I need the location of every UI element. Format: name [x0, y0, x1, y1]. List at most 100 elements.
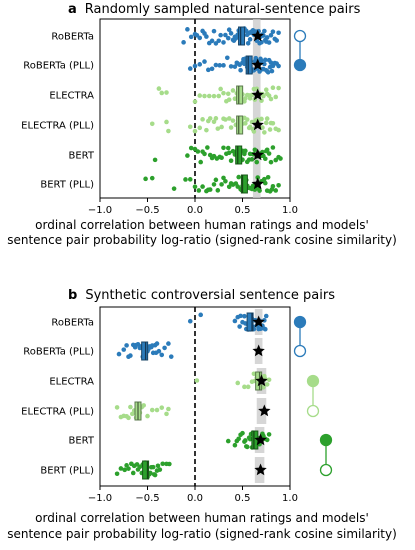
- ceiling-star-marker: [251, 118, 264, 131]
- data-point: [260, 66, 265, 72]
- data-point: [254, 159, 260, 165]
- data-point: [221, 90, 226, 96]
- data-point: [262, 373, 267, 379]
- data-point: [209, 38, 215, 44]
- data-point: [273, 188, 279, 193]
- row-bert-pll-: BERT (PLL): [40, 457, 267, 483]
- data-point: [154, 341, 160, 346]
- panel-b-title-text: Synthetic controversial sentence pairs: [85, 288, 335, 303]
- data-point: [124, 343, 129, 348]
- data-point: [268, 159, 274, 165]
- data-point: [164, 119, 169, 125]
- ceiling-star-marker: [251, 177, 264, 190]
- data-point: [216, 38, 222, 44]
- data-point: [209, 66, 215, 72]
- data-point: [238, 313, 243, 319]
- data-point: [270, 29, 276, 35]
- data-point: [181, 40, 186, 45]
- data-point: [226, 27, 232, 33]
- data-point: [266, 377, 272, 383]
- data-point: [206, 187, 211, 193]
- data-point: [133, 342, 139, 348]
- data-point: [263, 120, 269, 126]
- row-label: BERT: [68, 151, 94, 162]
- data-point: [263, 313, 269, 319]
- data-point: [202, 93, 207, 99]
- x-tick-label: 0.0: [187, 205, 203, 216]
- data-point: [264, 35, 270, 40]
- data-point: [149, 175, 155, 181]
- x-tick-label: 0.0: [187, 493, 203, 504]
- row-bert: BERT: [68, 427, 272, 453]
- data-point: [206, 67, 211, 73]
- data-point: [230, 118, 236, 123]
- data-point: [268, 96, 274, 102]
- data-point: [166, 341, 171, 346]
- row-roberta-pll-: RoBERTa (PLL): [23, 338, 265, 364]
- data-point: [151, 472, 157, 477]
- row-label: RoBERTa: [51, 318, 94, 329]
- data-point: [245, 384, 251, 390]
- data-point: [211, 119, 217, 125]
- mean-box: [236, 85, 244, 105]
- panel-a-xlabel-line2: sentence pair probability log-ratio (sig…: [7, 233, 397, 247]
- data-point: [226, 116, 232, 121]
- data-point: [166, 128, 171, 134]
- data-point: [200, 184, 205, 189]
- data-point: [276, 63, 281, 69]
- ceiling-star-marker: [251, 29, 264, 42]
- row-electra: ELECTRA: [49, 368, 272, 394]
- data-point: [215, 188, 221, 193]
- data-point: [231, 38, 237, 43]
- data-point: [252, 147, 258, 153]
- data-point: [156, 86, 162, 91]
- data-point: [244, 444, 249, 449]
- row-label: ELECTRA (PLL): [21, 407, 94, 418]
- data-point: [152, 157, 158, 163]
- legend-open-circle: [306, 404, 320, 418]
- data-point: [159, 352, 165, 358]
- data-point: [128, 404, 133, 410]
- data-point: [276, 85, 281, 91]
- data-point: [187, 66, 193, 71]
- data-point: [262, 61, 267, 67]
- data-point: [205, 145, 210, 150]
- data-point: [270, 145, 276, 150]
- data-point: [226, 184, 232, 190]
- data-point: [183, 177, 188, 182]
- x-tick-label: −1.0: [88, 493, 112, 504]
- row-roberta: RoBERTa: [51, 309, 269, 335]
- legend-open-circle: [319, 463, 333, 477]
- data-point: [204, 127, 209, 133]
- data-point: [249, 186, 255, 192]
- data-point: [162, 345, 167, 351]
- data-point: [238, 432, 243, 438]
- data-point: [124, 463, 129, 468]
- x-tick-label: 1.0: [282, 205, 298, 216]
- row-label: ELECTRA (PLL): [21, 121, 94, 132]
- data-point: [263, 57, 268, 63]
- data-point: [263, 326, 268, 332]
- data-point: [198, 159, 203, 165]
- data-point: [246, 125, 252, 131]
- data-point: [194, 378, 200, 383]
- data-point: [118, 466, 124, 471]
- ceiling-star-marker: [254, 433, 267, 446]
- data-point: [234, 438, 240, 444]
- data-point: [260, 125, 265, 130]
- data-point: [204, 34, 209, 39]
- data-point: [149, 407, 155, 413]
- data-point: [257, 188, 262, 193]
- data-point: [216, 93, 222, 99]
- data-point: [185, 27, 190, 32]
- data-point: [126, 415, 131, 421]
- data-point: [126, 466, 131, 471]
- data-point: [234, 33, 240, 39]
- data-point: [263, 39, 269, 44]
- data-point: [238, 67, 243, 73]
- panel-a-noise-ceiling: [252, 19, 261, 198]
- data-point: [264, 382, 270, 387]
- data-point: [223, 32, 228, 38]
- data-point: [243, 321, 248, 326]
